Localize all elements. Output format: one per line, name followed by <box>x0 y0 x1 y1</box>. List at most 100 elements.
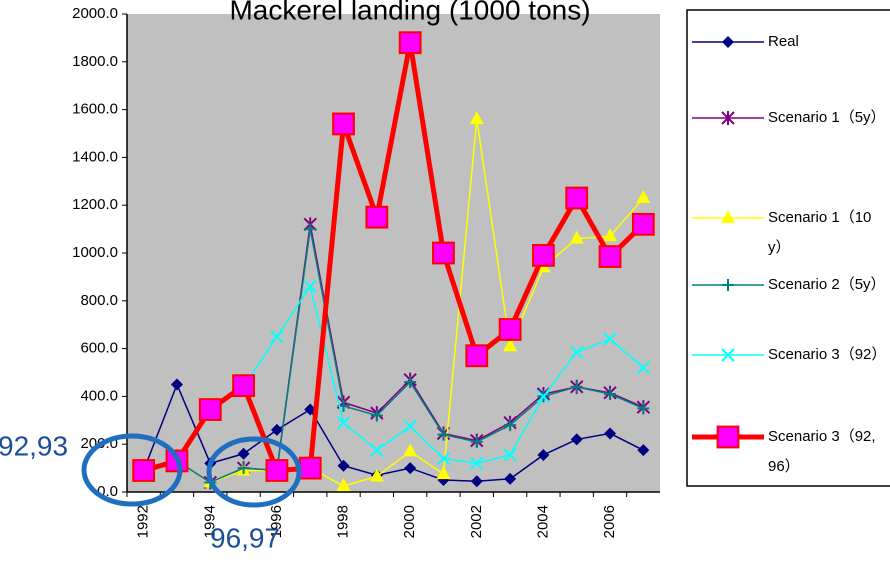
marker <box>504 419 517 432</box>
legend-item <box>692 348 764 362</box>
y-tick-label: 1000.0 <box>72 244 118 261</box>
marker <box>170 378 183 391</box>
x-tick-label: 2002 <box>468 505 485 538</box>
series <box>132 31 655 482</box>
marker <box>722 279 734 291</box>
marker <box>237 447 250 460</box>
legend-label: Scenario 3（92,96） <box>768 428 876 475</box>
annotation: 92,93 <box>0 430 68 461</box>
chart-title: Mackerel landing (1000 tons) <box>229 0 590 25</box>
marker <box>722 36 734 48</box>
marker <box>237 462 250 475</box>
marker <box>536 389 551 404</box>
marker <box>265 459 289 482</box>
marker <box>603 228 618 242</box>
marker <box>716 425 740 449</box>
marker <box>437 428 450 441</box>
x-tick-label: 2006 <box>601 505 618 538</box>
marker <box>432 241 455 265</box>
marker <box>498 318 522 341</box>
legend-label: Scenario 3（92） <box>768 346 887 363</box>
legend-item <box>692 279 764 291</box>
series-line <box>143 119 644 487</box>
legend-label: Real <box>768 33 799 50</box>
marker <box>721 210 735 223</box>
marker <box>132 459 156 482</box>
marker <box>503 338 518 352</box>
legend-box <box>686 9 890 487</box>
y-tick-label: 1800.0 <box>72 53 118 70</box>
legend-item <box>692 210 764 223</box>
marker <box>270 329 284 344</box>
legend-label: Scenario 2（5y） <box>768 276 886 293</box>
marker <box>532 243 555 267</box>
highlight-ellipse <box>206 436 302 508</box>
x-tick-label: 1996 <box>268 505 285 538</box>
marker <box>232 374 255 398</box>
marker <box>270 423 283 436</box>
marker <box>570 380 583 393</box>
marker <box>403 443 418 457</box>
marker <box>598 245 622 268</box>
marker <box>470 435 483 448</box>
marker <box>636 190 651 204</box>
marker <box>637 402 650 415</box>
series-line <box>142 42 646 474</box>
marker <box>465 344 489 368</box>
legend-item <box>692 111 764 125</box>
marker <box>370 443 384 457</box>
marker <box>504 472 517 485</box>
y-tick-label: 1200.0 <box>72 196 118 213</box>
series-line <box>143 228 644 484</box>
y-tick-label: 600.0 <box>80 340 118 357</box>
marker <box>303 279 317 294</box>
marker <box>470 456 484 471</box>
marker <box>569 230 584 244</box>
marker <box>403 419 417 433</box>
marker <box>631 212 655 236</box>
legend-item <box>692 36 764 48</box>
legend-label: Scenario 1（5y） <box>768 109 886 126</box>
series-line <box>142 382 644 482</box>
x-tick-label: 1998 <box>335 505 352 538</box>
x-tick-label: 2000 <box>401 505 418 538</box>
marker <box>565 186 589 210</box>
marker <box>198 398 222 421</box>
marker <box>436 451 451 466</box>
marker <box>304 223 317 236</box>
marker <box>570 345 584 359</box>
y-tick-label: 800.0 <box>80 292 118 309</box>
marker <box>365 205 389 229</box>
y-tick-label: 1400.0 <box>72 148 118 165</box>
legend-item <box>692 425 764 449</box>
highlight-ellipse <box>81 433 183 507</box>
y-tick-label: 1600.0 <box>72 101 118 118</box>
marker <box>298 456 322 480</box>
y-tick-label: 400.0 <box>80 387 118 404</box>
marker <box>721 111 735 125</box>
marker <box>370 409 383 422</box>
x-tick-label: 1994 <box>201 505 218 538</box>
x-tick-label: 2004 <box>534 505 551 538</box>
marker <box>570 433 583 446</box>
marker <box>369 468 384 482</box>
marker <box>337 459 350 472</box>
marker <box>537 448 550 461</box>
marker <box>404 462 417 475</box>
marker <box>469 111 484 125</box>
marker <box>637 444 650 457</box>
marker <box>604 388 617 401</box>
legend-label: Scenario 1（10y） <box>768 209 872 256</box>
marker <box>336 478 351 492</box>
x-tick-label: 1992 <box>135 505 152 538</box>
marker <box>470 475 483 488</box>
annotation: 96,97 <box>210 522 280 553</box>
marker <box>404 376 417 389</box>
marker <box>332 112 355 136</box>
marker <box>398 31 422 55</box>
marker <box>721 348 735 362</box>
marker <box>636 361 651 375</box>
marker <box>603 332 617 346</box>
